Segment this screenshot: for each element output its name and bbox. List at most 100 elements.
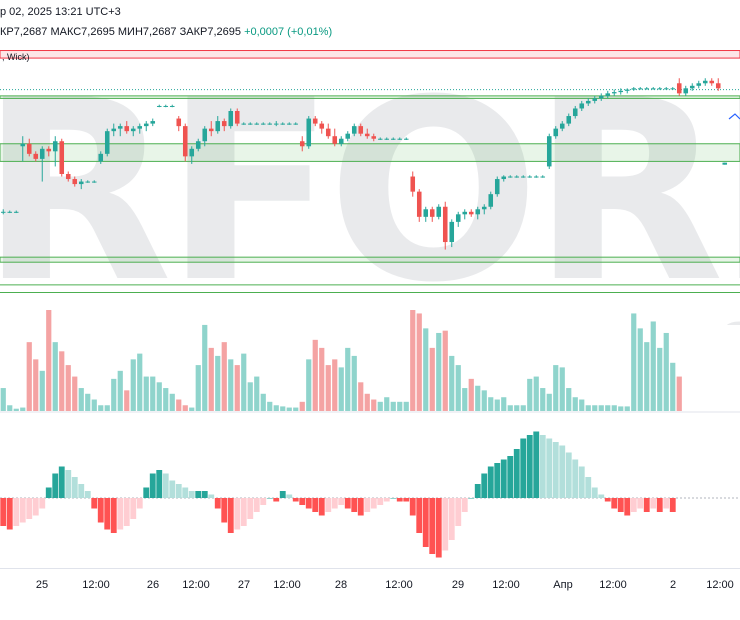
oscillator-bar <box>266 498 273 499</box>
candle-body <box>397 138 403 140</box>
volume-bar <box>631 313 637 411</box>
volume-bar <box>124 390 130 411</box>
candle-body <box>618 90 624 93</box>
volume-bar <box>143 376 149 411</box>
candle-body <box>260 123 266 125</box>
oscillator-bar <box>377 498 384 505</box>
oscillator-bar <box>487 466 494 498</box>
oscillator-bar <box>58 466 65 498</box>
volume-bar <box>293 407 299 411</box>
candle-body <box>559 123 565 129</box>
x-axis-label: 12:00 <box>706 579 734 591</box>
volume-bar <box>65 365 71 411</box>
volume-bar <box>533 376 539 411</box>
oscillator-bar <box>201 491 208 498</box>
volume-bar <box>436 332 442 411</box>
oscillator-bar <box>32 498 39 516</box>
oscillator-bar <box>325 498 332 512</box>
candle-body <box>416 191 422 217</box>
oscillator-bar <box>305 498 312 509</box>
volume-bar <box>72 376 78 411</box>
oscillator-bar <box>97 498 104 523</box>
candle-body <box>130 128 136 132</box>
oscillator-bar <box>370 498 377 509</box>
oscillator-bar <box>650 498 657 509</box>
oscillator-bar <box>299 498 306 505</box>
candle-body <box>507 176 513 178</box>
volume-bar <box>91 399 97 411</box>
oscillator-bar <box>435 498 442 558</box>
volume-bar <box>234 365 240 411</box>
oscillator-bar <box>227 498 234 533</box>
oscillator-bar <box>182 487 189 498</box>
volume-bar <box>449 355 455 411</box>
volume-bar <box>481 390 487 411</box>
ohlc-close: ЗАКР7,2695 <box>179 26 241 38</box>
oscillator-bar <box>65 470 72 498</box>
volume-bar <box>429 347 435 411</box>
volume-bar <box>540 388 546 411</box>
oscillator-bar <box>162 473 169 498</box>
oscillator-bar <box>604 498 611 502</box>
oscillator-bar <box>442 498 449 551</box>
volume-bar <box>553 365 559 411</box>
candle-body <box>26 143 32 154</box>
candle-body <box>709 80 715 84</box>
candle-body <box>663 88 669 90</box>
oscillator-bar <box>520 438 527 498</box>
oscillator-bar <box>247 498 254 519</box>
candle-body <box>104 131 110 154</box>
volume-bar <box>527 378 533 411</box>
candle-body <box>364 133 370 137</box>
candle-body <box>150 121 156 124</box>
volume-bar <box>208 347 214 411</box>
volume-bar <box>410 310 416 411</box>
candle-body <box>423 209 429 217</box>
volume-bar <box>364 393 370 411</box>
oscillator-bar <box>45 487 52 498</box>
oscillator-bar <box>578 466 585 498</box>
volume-bar <box>345 347 351 411</box>
volume-bar <box>247 382 253 411</box>
volume-bar <box>280 406 286 411</box>
volume-bar <box>130 359 136 411</box>
volume-bar <box>312 339 318 411</box>
volume-bar <box>351 355 357 411</box>
candle-body <box>696 83 702 86</box>
volume-bar <box>559 367 565 411</box>
candle-body <box>676 83 682 94</box>
candle-body <box>33 153 39 159</box>
oscillator-bar <box>403 498 410 502</box>
oscillator-bar <box>175 484 182 498</box>
volume-bar <box>39 370 45 411</box>
candle-body <box>0 211 6 213</box>
oscillator-bar <box>637 498 644 509</box>
zone-label: , Wick) <box>2 52 30 62</box>
oscillator-bar <box>91 498 98 509</box>
volume-bar <box>221 342 227 411</box>
candle-body <box>501 176 507 180</box>
candle-body <box>59 141 65 174</box>
oscillator-bar <box>149 473 156 498</box>
candle-body <box>572 108 578 117</box>
candle-body <box>286 123 292 125</box>
candle-body <box>215 121 221 132</box>
volume-bar <box>319 347 325 411</box>
oscillator-bar <box>364 498 371 512</box>
candle-body <box>299 141 305 147</box>
volume-bar <box>59 351 65 411</box>
volume-bar <box>611 405 617 411</box>
oscillator-bar <box>416 498 423 533</box>
candle-body <box>468 211 474 215</box>
volume-bar <box>241 353 247 411</box>
volume-bar <box>137 353 143 411</box>
ohlc-change: +0,0007 (+0,01%) <box>244 26 333 38</box>
volume-bar <box>371 399 377 411</box>
oscillator-bar <box>357 498 364 516</box>
candle-body <box>78 181 84 185</box>
oscillator-bar <box>448 498 455 540</box>
candle-body <box>169 105 175 107</box>
oscillator-bar <box>591 487 598 498</box>
candle-body <box>293 123 299 125</box>
